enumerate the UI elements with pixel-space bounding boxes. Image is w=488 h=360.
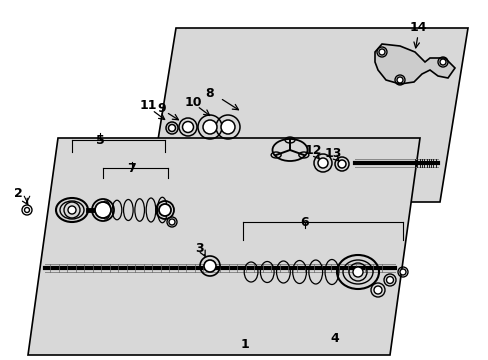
Circle shape <box>203 260 216 272</box>
Polygon shape <box>148 28 467 202</box>
Text: 8: 8 <box>205 86 214 99</box>
Text: 1: 1 <box>240 338 249 351</box>
Circle shape <box>337 160 346 168</box>
Text: 14: 14 <box>408 21 426 33</box>
Text: 3: 3 <box>195 242 204 255</box>
Circle shape <box>221 120 235 134</box>
Circle shape <box>439 59 445 65</box>
Circle shape <box>168 125 175 131</box>
Circle shape <box>159 204 171 216</box>
Circle shape <box>378 49 384 55</box>
Circle shape <box>396 77 402 83</box>
Text: 9: 9 <box>157 102 166 114</box>
Circle shape <box>317 158 327 168</box>
Text: 2: 2 <box>14 186 22 199</box>
Text: 13: 13 <box>324 147 341 159</box>
Text: 10: 10 <box>184 95 202 108</box>
Circle shape <box>24 207 29 212</box>
Text: 5: 5 <box>96 134 104 147</box>
Circle shape <box>352 267 362 277</box>
Circle shape <box>203 120 217 134</box>
Polygon shape <box>28 138 419 355</box>
Circle shape <box>386 276 393 284</box>
Polygon shape <box>374 44 454 84</box>
Circle shape <box>95 202 111 218</box>
Circle shape <box>169 219 175 225</box>
Text: 4: 4 <box>330 332 339 345</box>
Text: 12: 12 <box>304 144 321 157</box>
Circle shape <box>182 122 193 132</box>
Text: 7: 7 <box>127 162 136 175</box>
Circle shape <box>399 269 405 275</box>
Circle shape <box>373 286 381 294</box>
Circle shape <box>68 206 76 214</box>
Text: 6: 6 <box>300 216 309 229</box>
Text: 11: 11 <box>139 99 157 112</box>
